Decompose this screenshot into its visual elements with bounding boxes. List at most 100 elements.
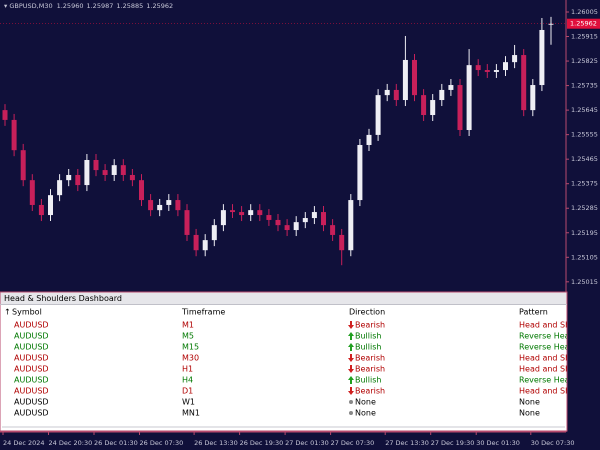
candle-body xyxy=(439,89,445,101)
cell-timeframe: W1 xyxy=(182,398,195,407)
sort-icon[interactable]: ↑ xyxy=(4,308,11,317)
cell-timeframe: H4 xyxy=(182,376,193,385)
candle-body xyxy=(148,200,154,211)
price-box xyxy=(567,18,600,29)
direction-arrow xyxy=(348,343,354,351)
cell-pattern: None xyxy=(519,398,540,407)
cell-symbol: AUDUSD xyxy=(14,409,49,418)
candle-body xyxy=(548,23,554,25)
y-tick-label: 1.25195 xyxy=(571,229,598,237)
cell-direction: None xyxy=(355,398,376,407)
candle-body xyxy=(530,85,536,111)
candle-body xyxy=(11,119,17,151)
cell-symbol: AUDUSD xyxy=(14,321,49,330)
cell-symbol: AUDUSD xyxy=(14,343,49,352)
candle-body xyxy=(20,150,26,181)
column-header: Timeframe xyxy=(181,308,225,317)
column-header: Symbol xyxy=(12,308,42,317)
price-label: 1.25962 xyxy=(570,20,597,28)
y-tick-label: 1.25735 xyxy=(571,82,598,90)
cell-direction: Bullish xyxy=(355,332,381,341)
cell-direction: Bearish xyxy=(355,321,385,330)
dashboard-table: Symbol Timeframe Direction Pattern AUDUSD M1 B… xyxy=(12,308,600,418)
candle-body xyxy=(348,200,354,251)
y-tick-label: 1.25105 xyxy=(571,253,598,261)
candle-body xyxy=(384,89,390,96)
candle-body xyxy=(175,200,181,211)
candle-body xyxy=(484,70,490,72)
candle-body xyxy=(202,240,208,251)
candle-body xyxy=(129,174,135,181)
dashboard-panel xyxy=(0,291,568,432)
y-tick-label: 1.25915 xyxy=(571,33,598,41)
column-header: Direction xyxy=(349,308,385,317)
candle-body xyxy=(521,55,527,111)
chart-header: ▾ GBPUSD,M30 1.25960 1.25987 1.25885 1.25962 xyxy=(4,2,173,10)
y-tick-label: 1.25375 xyxy=(571,180,598,188)
candle-body xyxy=(412,59,417,96)
candle-body xyxy=(402,59,408,101)
candle-body xyxy=(457,85,463,131)
cell-pattern: Head and Shoulders xyxy=(519,321,600,330)
candle-body xyxy=(275,219,281,226)
candle-body xyxy=(57,180,63,196)
candle-body xyxy=(66,174,72,181)
x-tick-label: 30 Dec 07:30 xyxy=(531,439,575,447)
cell-direction: Bullish xyxy=(355,343,381,352)
candle-body xyxy=(357,145,363,201)
x-tick-label: 27 Dec 07:30 xyxy=(331,439,375,447)
candle-body xyxy=(211,225,217,241)
candle-body xyxy=(375,95,381,135)
cell-pattern: Reverse Head and Shoulders xyxy=(519,332,600,341)
candle-body xyxy=(466,65,472,131)
cell-symbol: AUDUSD xyxy=(14,354,49,363)
y-tick-label: 1.26005 xyxy=(571,8,598,16)
candle-body xyxy=(111,165,117,175)
candle-body xyxy=(339,234,345,251)
candle-body xyxy=(84,159,90,186)
candle-body xyxy=(184,210,190,235)
candle-body xyxy=(193,234,199,251)
candle-body xyxy=(475,65,481,71)
candle-body xyxy=(330,225,336,235)
y-tick-label: 1.25825 xyxy=(571,57,598,65)
cell-direction: Bearish xyxy=(355,365,385,374)
x-tick-label: 27 Dec 13:30 xyxy=(385,439,429,447)
direction-arrow xyxy=(348,387,354,395)
candles xyxy=(2,16,554,266)
x-tick-label: 27 Dec 19:30 xyxy=(431,439,475,447)
direction-arrow xyxy=(348,354,354,362)
candle-body xyxy=(503,62,508,71)
candle-body xyxy=(29,180,35,205)
cell-direction: Bullish xyxy=(355,376,381,385)
dashboard-title: Head & Shoulders Dashboard xyxy=(4,294,122,303)
candle-body xyxy=(48,195,53,216)
x-tick-label: 27 Dec 01:30 xyxy=(285,439,329,447)
candle-body xyxy=(539,29,545,86)
candle-body xyxy=(120,165,126,175)
cell-pattern: Reverse Head and Shoulders xyxy=(519,376,600,385)
cell-timeframe: D1 xyxy=(182,387,193,396)
candle-body xyxy=(512,55,518,63)
cell-symbol: AUDUSD xyxy=(14,332,49,341)
candle-body xyxy=(102,170,108,175)
column-header: Pattern xyxy=(519,308,548,317)
candle-body xyxy=(421,95,427,116)
cell-pattern: None xyxy=(519,409,540,418)
x-tick-label: 26 Dec 01:30 xyxy=(94,439,138,447)
candle-body xyxy=(293,222,299,231)
x-tick-label: 24 Dec 20:30 xyxy=(49,439,93,447)
x-tick-label: 24 Dec 2024 xyxy=(3,439,45,447)
y-tick-label: 1.25015 xyxy=(571,278,598,286)
y-tick-label: 1.25465 xyxy=(571,155,598,163)
cell-direction: None xyxy=(355,409,376,418)
cell-timeframe: M1 xyxy=(182,321,194,330)
candle-body xyxy=(248,210,254,216)
candle-body xyxy=(220,210,226,226)
candle-body xyxy=(430,100,436,116)
cell-symbol: AUDUSD xyxy=(14,365,49,374)
cell-timeframe: MN1 xyxy=(182,409,200,418)
cell-timeframe: M30 xyxy=(182,354,199,363)
cell-symbol: AUDUSD xyxy=(14,398,49,407)
candle-body xyxy=(266,215,272,220)
